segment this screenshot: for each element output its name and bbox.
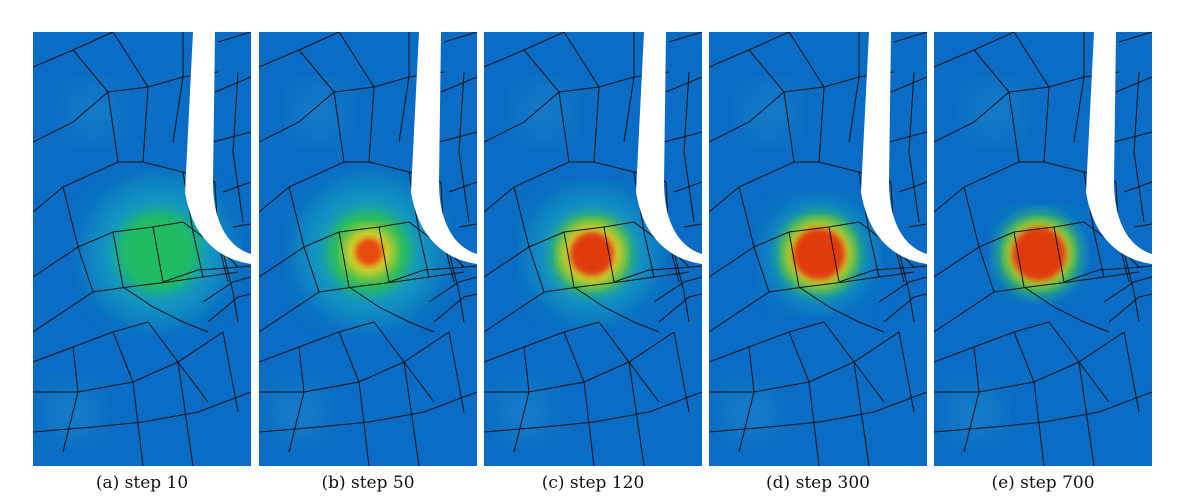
panel-e-step-700 <box>934 32 1152 466</box>
panel-d-step-300 <box>709 32 927 466</box>
panel-b-step-50 <box>259 32 477 466</box>
caption-b: (b) step 50 <box>321 473 415 493</box>
caption-e: (e) step 700 <box>991 473 1095 493</box>
panel-c-step-120 <box>484 32 702 466</box>
panel-a-step-10 <box>33 32 251 466</box>
caption-d: (d) step 300 <box>766 473 870 493</box>
caption-c: (c) step 120 <box>541 473 645 493</box>
caption-a: (a) step 10 <box>95 473 189 493</box>
